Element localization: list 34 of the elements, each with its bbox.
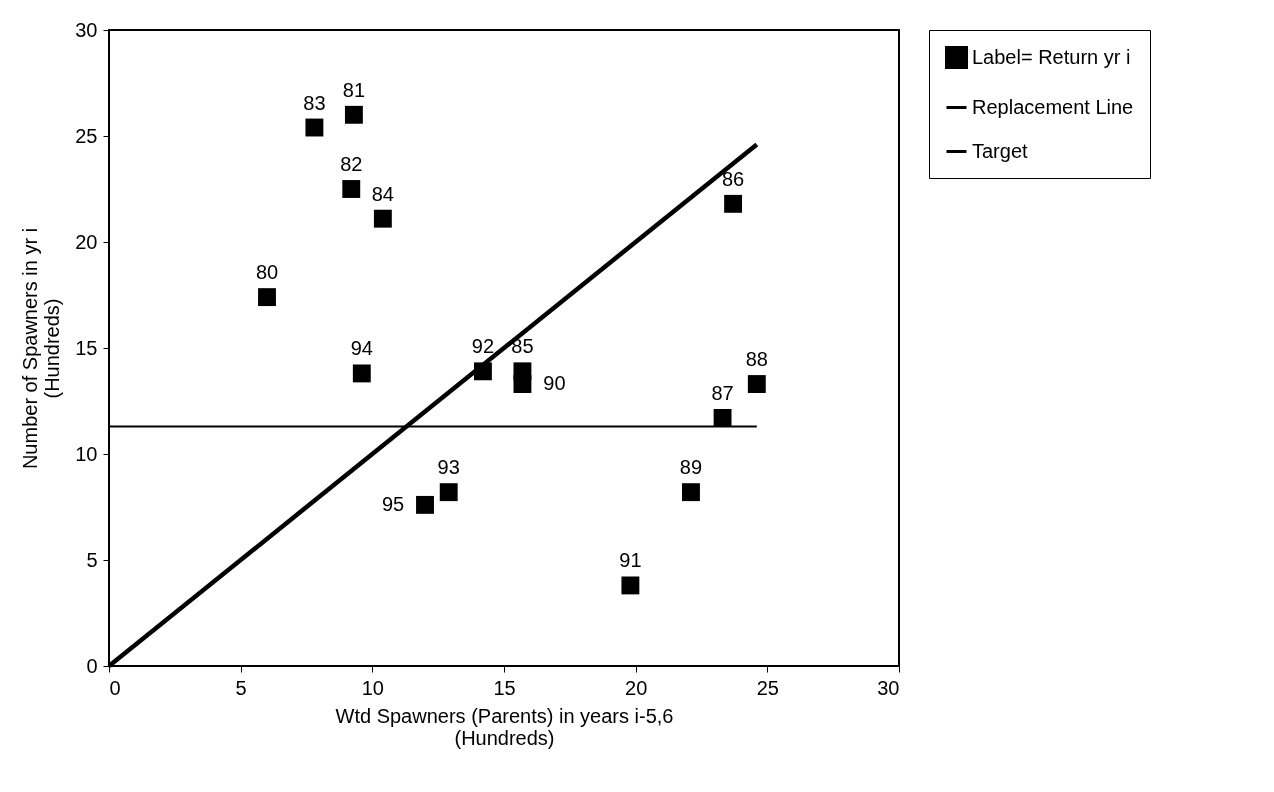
- x-tick-label: 15: [493, 676, 516, 699]
- x-tick-label: 20: [625, 676, 648, 699]
- x-tick-label: 5: [235, 676, 247, 699]
- annotation: 91: [619, 549, 642, 572]
- y-axis-title: Number of Spawners in yr i (Hundreds): [19, 227, 64, 470]
- x-tick-label: 10: [361, 676, 384, 699]
- annotation: 82: [340, 153, 363, 175]
- annotation: 80: [255, 261, 279, 284]
- x-tick-label: 25: [756, 676, 779, 699]
- x-tick-label: 0: [109, 676, 121, 699]
- legend-label: Target: [972, 139, 1029, 162]
- x-axis-title: Wtd Spawners (Parents) in years i-5,6 (Hundreds): [335, 704, 674, 749]
- annotation: 86: [721, 167, 745, 190]
- annotation: 81: [342, 78, 366, 101]
- y-tick-label: 15: [75, 336, 98, 359]
- y-tick-label: 25: [75, 124, 98, 147]
- y-tick-label: 5: [86, 548, 98, 571]
- annotation: 93: [437, 456, 460, 479]
- annotation: 95: [381, 492, 405, 515]
- annotation: 83: [303, 91, 326, 114]
- y-tick-label: 20: [75, 230, 98, 253]
- x-tick-label: 30: [877, 676, 900, 699]
- legend-label: Replacement Line: [972, 95, 1134, 118]
- y-tick-label: 0: [86, 654, 98, 677]
- annotation: 89: [679, 456, 703, 479]
- annotation: 84: [371, 182, 394, 205]
- legend-label: Label= Return yr i: [972, 45, 1131, 68]
- annotation: 88: [745, 348, 768, 371]
- y-tick-label: 10: [75, 442, 98, 465]
- y-tick-label: 30: [75, 18, 98, 41]
- annotation: 92: [471, 335, 495, 358]
- annotation: 94: [350, 337, 373, 360]
- annotation: 90: [543, 372, 566, 395]
- annotation: 87: [711, 381, 734, 404]
